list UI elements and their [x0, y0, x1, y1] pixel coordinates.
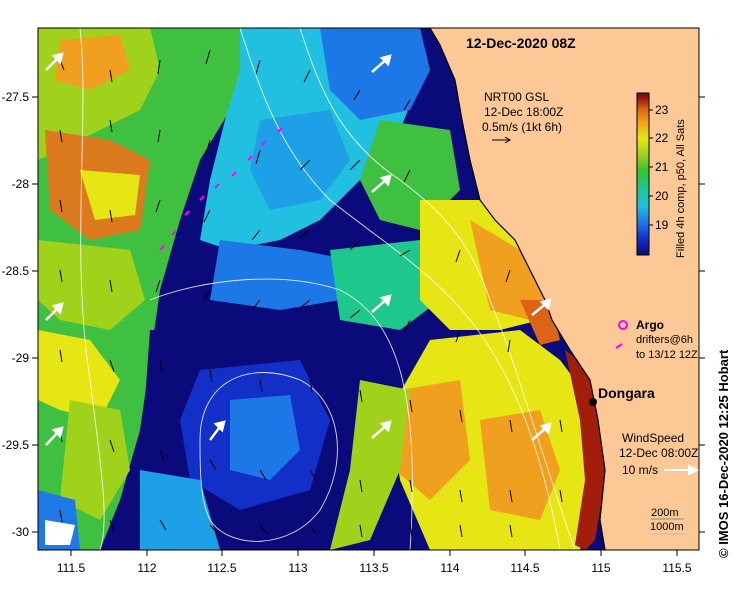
colorbar-tick: 20	[655, 189, 669, 203]
wind-label: WindSpeed	[622, 431, 684, 445]
argo-legend: Argo drifters@6h to 13/12 12Z	[615, 318, 698, 361]
wind-legend: WindSpeed 12-Dec 08:00Z 10 m/s	[619, 431, 698, 477]
axis-ticks	[32, 96, 705, 556]
x-tick-label: 113.5	[359, 561, 388, 575]
current-scale-label: 0.5m/s (1kt 6h)	[482, 120, 562, 134]
current-model-label: NRT00 GSL	[484, 90, 549, 104]
x-tick-label: 115	[591, 561, 610, 575]
y-tick-label: -30	[12, 525, 30, 539]
colorbar-tick: 19	[655, 218, 669, 232]
y-tick-label: -29	[12, 351, 30, 365]
colorbar-tick: 22	[655, 131, 669, 145]
drifters-label: drifters@6h	[636, 334, 693, 346]
current-vectors	[59, 49, 563, 538]
x-tick-label: 114	[440, 561, 459, 575]
current-scale-arrow	[492, 136, 511, 144]
x-tick-label: 111.5	[57, 561, 86, 575]
drifter-marker-icon	[615, 343, 623, 349]
x-tick-label: 112	[137, 561, 156, 575]
x-tick-label: 113	[288, 561, 307, 575]
current-time-label: 12-Dec 18:00Z	[484, 105, 563, 119]
map-title: 12-Dec-2020 08Z	[466, 35, 576, 51]
sst-field	[38, 28, 605, 550]
wind-vectors	[45, 52, 552, 446]
isobath-200-label: 200m	[651, 507, 679, 519]
y-tick-label: -28	[12, 177, 30, 191]
x-tick-label: 115.5	[662, 561, 691, 575]
coastline	[429, 27, 606, 551]
current-reference: NRT00 GSL 12-Dec 18:00Z 0.5m/s (1kt 6h)	[482, 90, 563, 134]
colorbar: 23 22 21 20 19 Filled 4h comp, p50, All …	[636, 92, 687, 258]
drifters-period-label: to 13/12 12Z	[636, 349, 698, 361]
colorbar-label: Filled 4h comp, p50, All Sats	[675, 119, 687, 258]
wind-scale-label: 10 m/s	[622, 463, 658, 477]
argo-drifter-track	[159, 127, 283, 251]
isobath-lines	[79, 27, 576, 551]
dongara-marker-icon	[589, 398, 597, 406]
plot-frame	[37, 27, 700, 551]
colorbar-tick: 23	[655, 103, 669, 117]
x-tick-label: 114.5	[510, 561, 539, 575]
place-label: Dongara	[598, 385, 655, 401]
y-tick-label: -27.5	[2, 90, 30, 104]
isobath-legend: 200m 1000m	[650, 507, 684, 535]
x-axis-labels: 111.5 112 112.5 113 113.5 114 114.5 115 …	[57, 561, 692, 575]
y-axis-labels: -27.5 -28 -28.5 -29 -29.5 -30	[2, 90, 30, 539]
wind-scale-arrow-icon	[664, 464, 700, 476]
x-tick-label: 112.5	[207, 561, 236, 575]
land-mass	[430, 28, 699, 550]
colorbar-tick: 21	[655, 160, 669, 174]
argo-label: Argo	[636, 318, 664, 332]
y-tick-label: -29.5	[2, 438, 30, 452]
argo-marker-icon	[618, 320, 628, 330]
wind-time-label: 12-Dec 08:00Z	[619, 446, 698, 460]
credit-text: © IMOS 16-Dec-2020 12:25 Hobart	[716, 349, 731, 558]
y-tick-label: -28.5	[2, 264, 30, 278]
isobath-1000-label: 1000m	[650, 521, 684, 533]
